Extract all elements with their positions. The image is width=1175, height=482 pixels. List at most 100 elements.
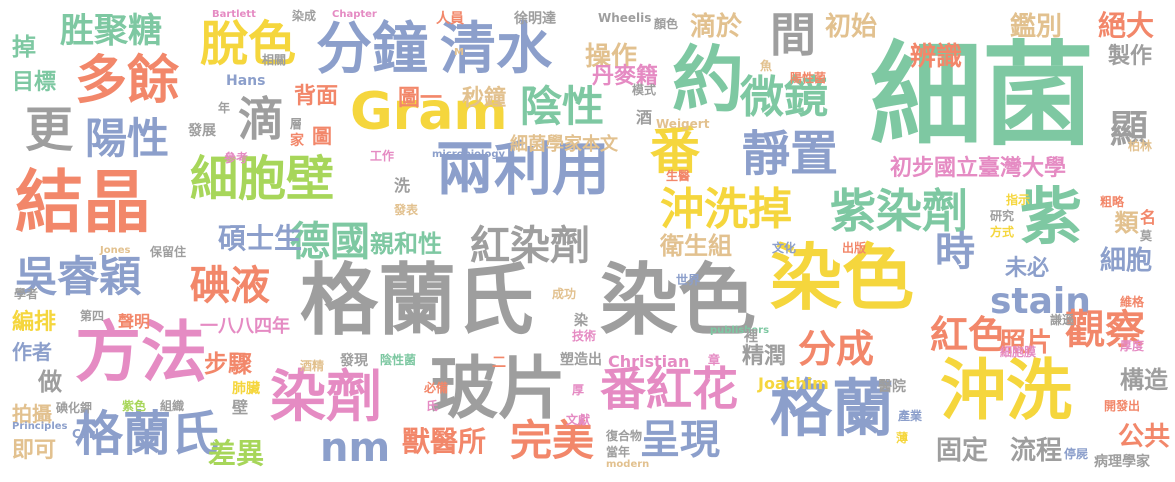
word-jiu: 酒 [636,108,653,127]
word-er: 二 [492,355,506,371]
word-jia: 家 [290,133,304,149]
word-fazhan: 發展 [188,123,216,139]
word-chuban: 出版 [842,241,867,255]
word-jingrun: 精潤 [742,344,787,369]
word-xi: 洗 [394,176,411,195]
word-qingshui: 清水 [440,17,552,82]
word-jishu: 技術 [572,329,597,343]
word-disi: 第四 [80,309,105,323]
word-fencheng: 分成 [798,327,875,371]
word-yinxingjun: 陰性菌 [380,353,417,367]
word-renyuan: 人員 [436,11,464,27]
word-xibaomo: 細胞膜 [1000,345,1037,359]
word-tuyi: 圖一 [398,86,443,111]
word-jike: 即可 [12,438,57,463]
word-weige: 維格 [1120,295,1145,309]
word-gouzao: 構造 [1120,366,1168,394]
word-fuhewu: 復合物 [606,429,643,443]
word-ranse-yellow: 染色 [770,236,915,320]
word-qianxun: 謙遜 [1050,313,1075,327]
word-xibao: 細胞 [1100,246,1153,276]
word-danmaiji: 丹麥籍 [592,64,659,89]
word-qinhexing: 親和性 [370,230,442,258]
word-jianbie: 鑑別 [1010,12,1063,42]
word-guancha: 觀察 [1065,307,1145,353]
word-carl: Carl [72,427,99,441]
word-shi: 氏 [426,399,439,413]
word-chayi: 差異 [208,437,265,470]
word-hongse: 紅色 [930,313,1007,357]
word-bianpai: 編排 [12,310,57,335]
word-houdu: 厚度 [1120,339,1145,353]
word-shengjutang: 胜聚糖 [60,11,162,51]
word-xumingda: 徐明達 [514,11,556,27]
word-shengyi: 生醫 [666,169,691,183]
word-ziranji: 紫染劑 [830,184,968,238]
word-weijing: 微鏡 [740,72,828,123]
word-buzhou: 步驟 [204,350,252,378]
word-miaozhong: 秒鐘 [462,86,507,111]
word-fenzhong: 分鐘 [316,17,428,82]
word-yanse: 顏色 [654,17,679,31]
word-zuzhi: 組織 [160,399,185,413]
word-dangnian: 當年 [606,445,631,459]
word-shi: 時 [935,229,975,275]
word-guding: 固定 [936,436,989,466]
word-suzaochu: 塑造出 [560,352,602,368]
word-diyu: 滴於 [690,12,743,42]
word-fabiao: 發表 [394,203,419,217]
word-moshi: 模式 [632,83,657,97]
word-yibabasinian: 一八八四年 [200,316,290,337]
word-wanmei: 完美 [510,416,595,465]
word-zuozhe: 作者 [12,340,52,364]
word-rancheng: 染成 [292,9,317,23]
word-weigert: Weigert [656,117,710,131]
word-kaifachu: 開發出 [1104,399,1141,413]
word-jones: Jones [100,245,131,256]
word-shouyisuo: 獸醫所 [402,425,487,458]
word-joachim: Joachim [758,374,829,393]
word-fanhonghua: 番紅花 [600,362,738,416]
word-paishe: 拍攝 [12,402,52,426]
word-yinxing: 陰性 [520,82,605,131]
word-zhang: 章 [708,353,721,367]
word-zuo: 做 [38,368,62,396]
word-nm: nm [320,425,391,471]
word-bartlett: Bartlett [212,9,256,20]
word-li: 裡 [744,329,758,345]
word-faxian: 發現 [340,353,368,369]
word-beimian: 背面 [294,84,339,109]
word-tu: 圖 [312,124,332,148]
word-caozuo: 操作 [585,42,638,72]
word-zhaopian: 照片 [1000,328,1053,358]
word-jian: 間 [770,8,816,62]
word-principles: Principles [12,421,68,432]
word-deguo: 德國 [290,219,370,265]
word-cankao: 參考 [224,151,249,165]
word-fan: 番 [650,122,700,180]
word-binglixuejia: 病理學家 [1094,454,1150,470]
word-lei: 類 [1110,210,1138,234]
word-mo: 莫 [1140,229,1153,243]
word-dianye: 碘液 [190,263,270,309]
word-feizang: 肺臟 [232,381,260,397]
word-shuoshisheng: 碩士生 [218,222,303,255]
word-jueda: 絕大 [1098,9,1155,42]
word-stain: stain [990,281,1091,322]
word-gongzuo: 工作 [370,149,395,163]
word-xijun: 細菌 [870,31,1094,161]
word-gelan-blue: 格蘭 [770,372,895,445]
word-fangshi: 方式 [990,225,1015,239]
word-christian: Christian [608,352,690,371]
word-ming: 名 [1140,208,1157,227]
word-wenhua: 文化 [772,241,797,255]
word-gelanshi: 格蘭氏 [300,256,535,346]
word-chubu: 初步國立臺灣大學 [890,156,1067,181]
word-m: M [454,47,464,58]
word-fangfa: 方法 [75,314,207,391]
word-nian: 年 [218,101,231,115]
word-yiyuan: 醫院 [878,379,906,395]
word-chongxi-yellow: 沖洗 [940,352,1072,429]
word-chapter: Chapter [332,9,377,20]
